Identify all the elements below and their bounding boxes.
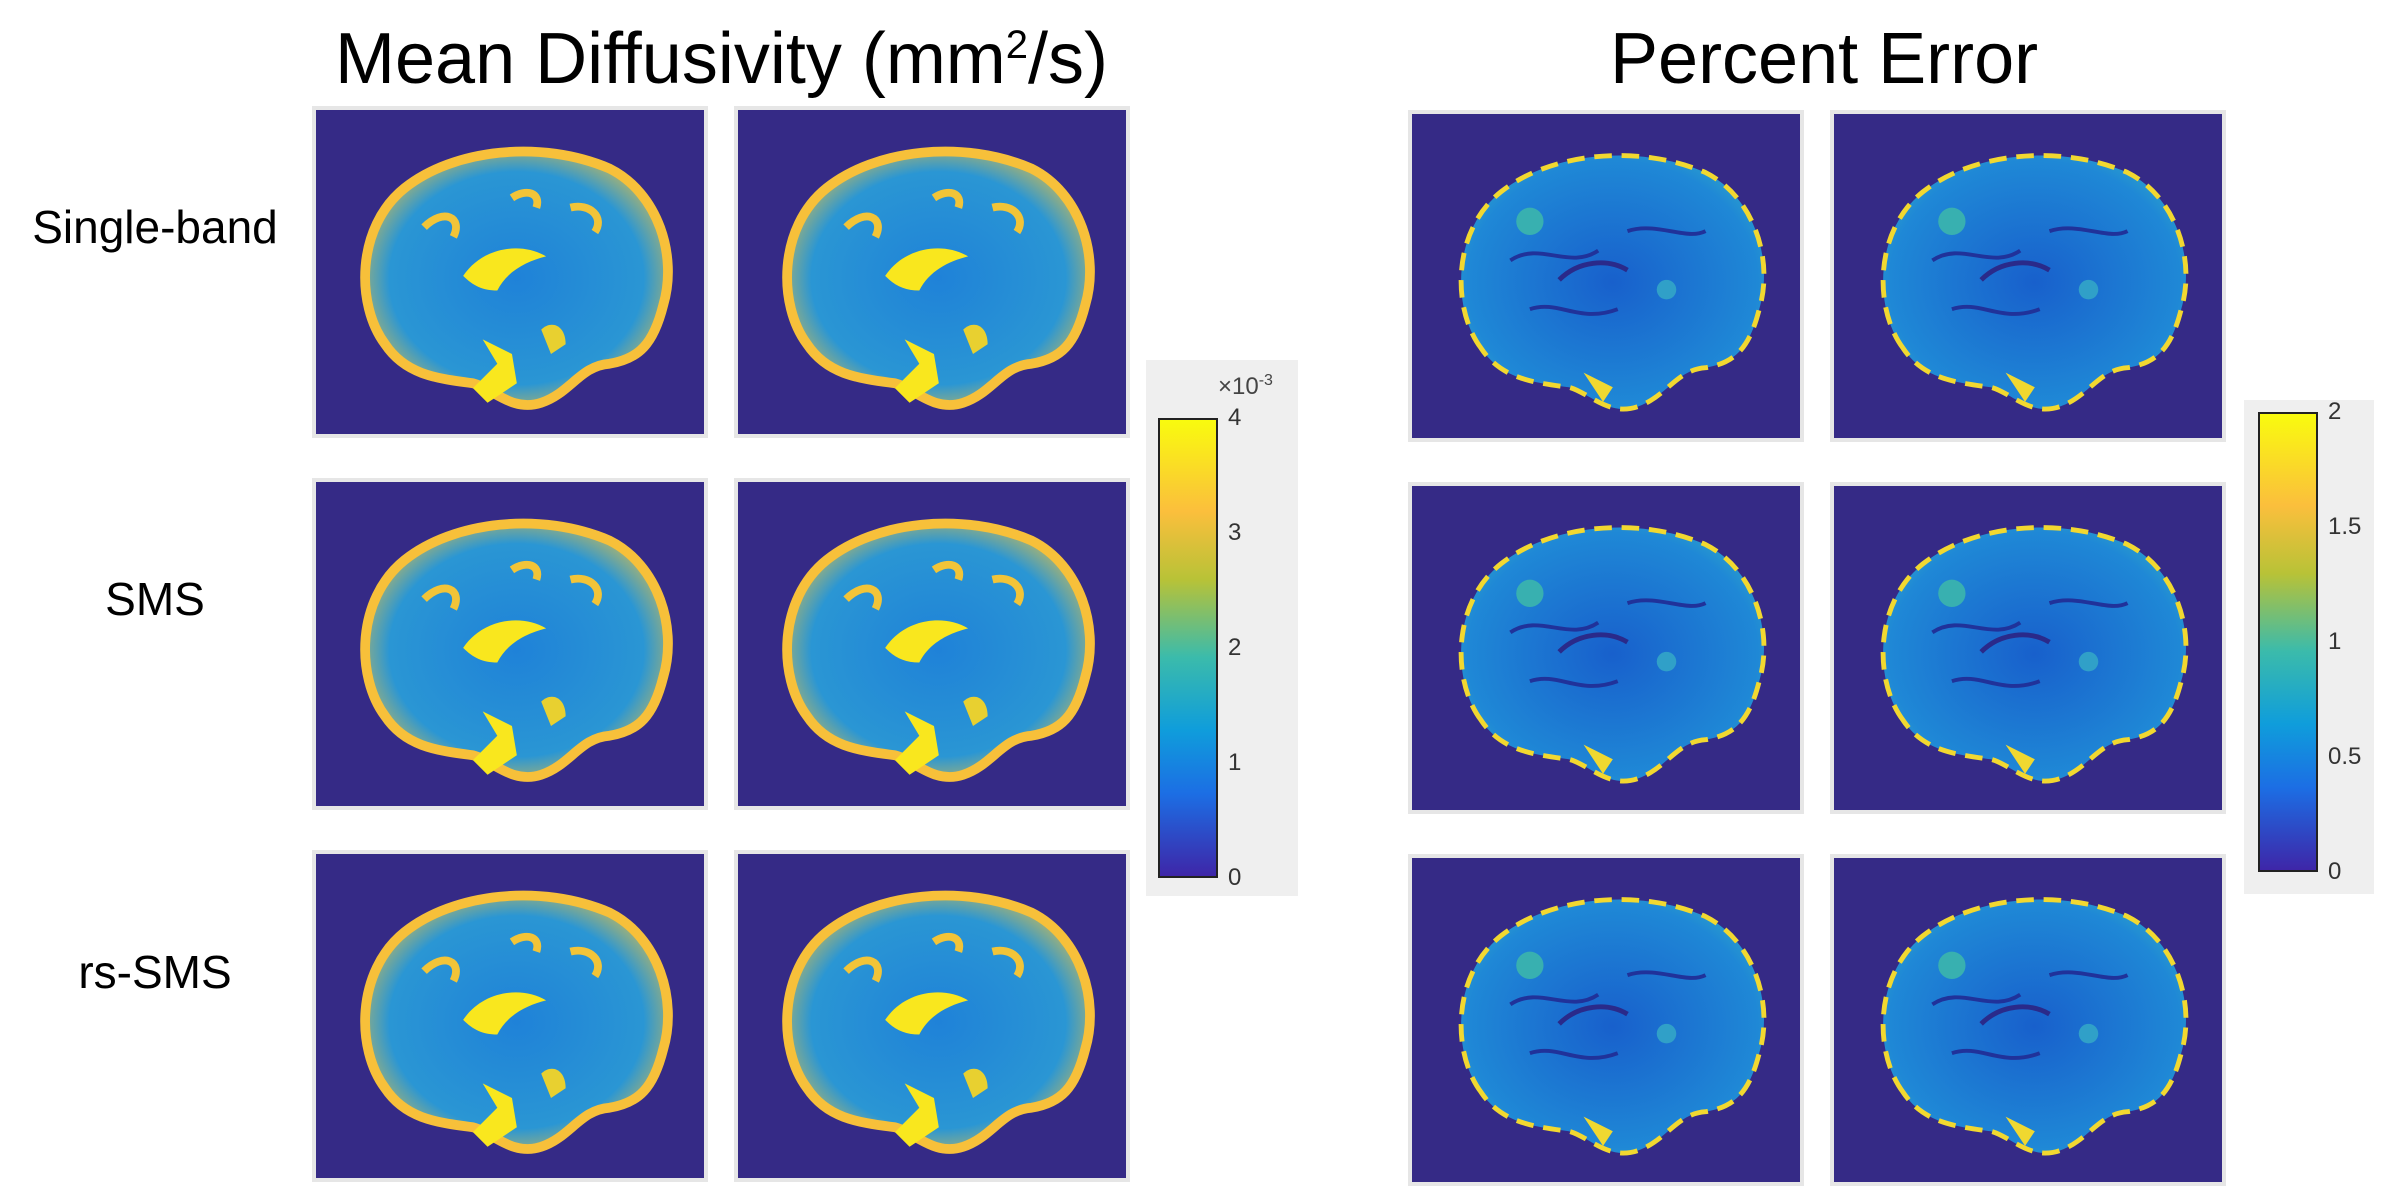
pe-tick-0-5: 0.5 (2328, 743, 2362, 770)
md-rs-sms-panel-1 (312, 850, 708, 1182)
md-colorbar-exponent: ×10-3 (1218, 372, 1273, 400)
md-colorbar (1158, 418, 1218, 878)
md-tick-0: 0 (1228, 864, 1242, 891)
md-sms-panel-1 (312, 478, 708, 810)
pe-single-band-panel-2 (1830, 110, 2226, 442)
md-tick-4: 4 (1228, 404, 1242, 431)
pe-tick-2: 2 (2328, 398, 2342, 425)
md-tick-1: 1 (1228, 749, 1242, 776)
pe-sms-panel-1 (1408, 482, 1804, 814)
md-tick-3: 3 (1228, 519, 1242, 546)
pe-tick-1: 1 (2328, 628, 2342, 655)
pe-single-band-panel-1 (1408, 110, 1804, 442)
row-label-sms: SMS (105, 573, 205, 625)
pe-tick-0: 0 (2328, 858, 2342, 885)
md-tick-2: 2 (1228, 634, 1242, 661)
pe-rs-sms-panel-1 (1408, 854, 1804, 1186)
md-single-band-panel-1 (312, 106, 708, 438)
md-single-band-panel-2 (734, 106, 1130, 438)
percent-error-title: Percent Error (1610, 19, 2039, 99)
pe-rs-sms-panel-2 (1830, 854, 2226, 1186)
row-label-rs-sms: rs-SMS (78, 946, 232, 998)
pe-tick-1-5: 1.5 (2328, 513, 2362, 540)
row-label-single-band: Single-band (32, 201, 278, 253)
pe-sms-panel-2 (1830, 482, 2226, 814)
mean-diffusivity-title: Mean Diffusivity (mm2/s) (335, 19, 1109, 99)
pe-colorbar (2258, 412, 2318, 872)
md-rs-sms-panel-2 (734, 850, 1130, 1182)
md-sms-panel-2 (734, 478, 1130, 810)
